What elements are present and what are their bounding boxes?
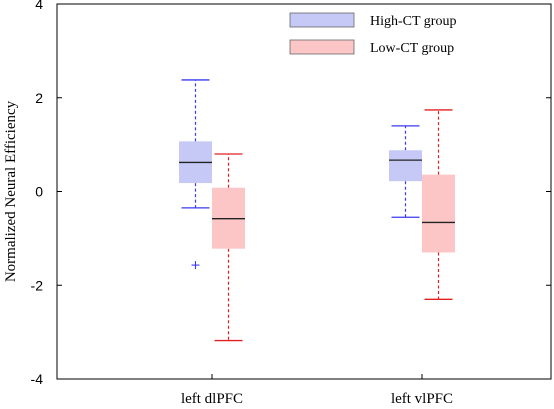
legend-label: Low-CT group: [370, 41, 454, 56]
y-tick-label: -2: [31, 277, 44, 293]
plot-frame: [56, 3, 552, 380]
y-axis-title: Normalized Neural Efficiency: [3, 100, 19, 282]
box-high-ct-0: [179, 79, 212, 270]
legend-item-high-ct: High-CT group: [289, 12, 456, 29]
y-tick-label: 0: [35, 184, 43, 200]
legend-label: High-CT group: [370, 14, 456, 29]
box-iqr: [422, 174, 455, 253]
legend-item-low-ct: Low-CT group: [289, 39, 454, 56]
outlier-marker: [191, 261, 200, 270]
y-tick-label: 2: [35, 90, 43, 106]
box-low-ct-1: [422, 109, 455, 300]
box-iqr: [389, 150, 422, 182]
legend-swatch: [289, 12, 355, 28]
box-high-ct-1: [389, 125, 422, 218]
box-low-ct-0: [212, 153, 245, 342]
y-tick-label: 4: [35, 0, 43, 12]
legend: High-CT group Low-CT group: [289, 12, 456, 56]
x-tick-label: left vlPFC: [391, 391, 453, 407]
y-tick-label: -4: [31, 371, 44, 387]
x-tick-label: left dlPFC: [181, 391, 243, 407]
legend-swatch: [289, 39, 355, 55]
